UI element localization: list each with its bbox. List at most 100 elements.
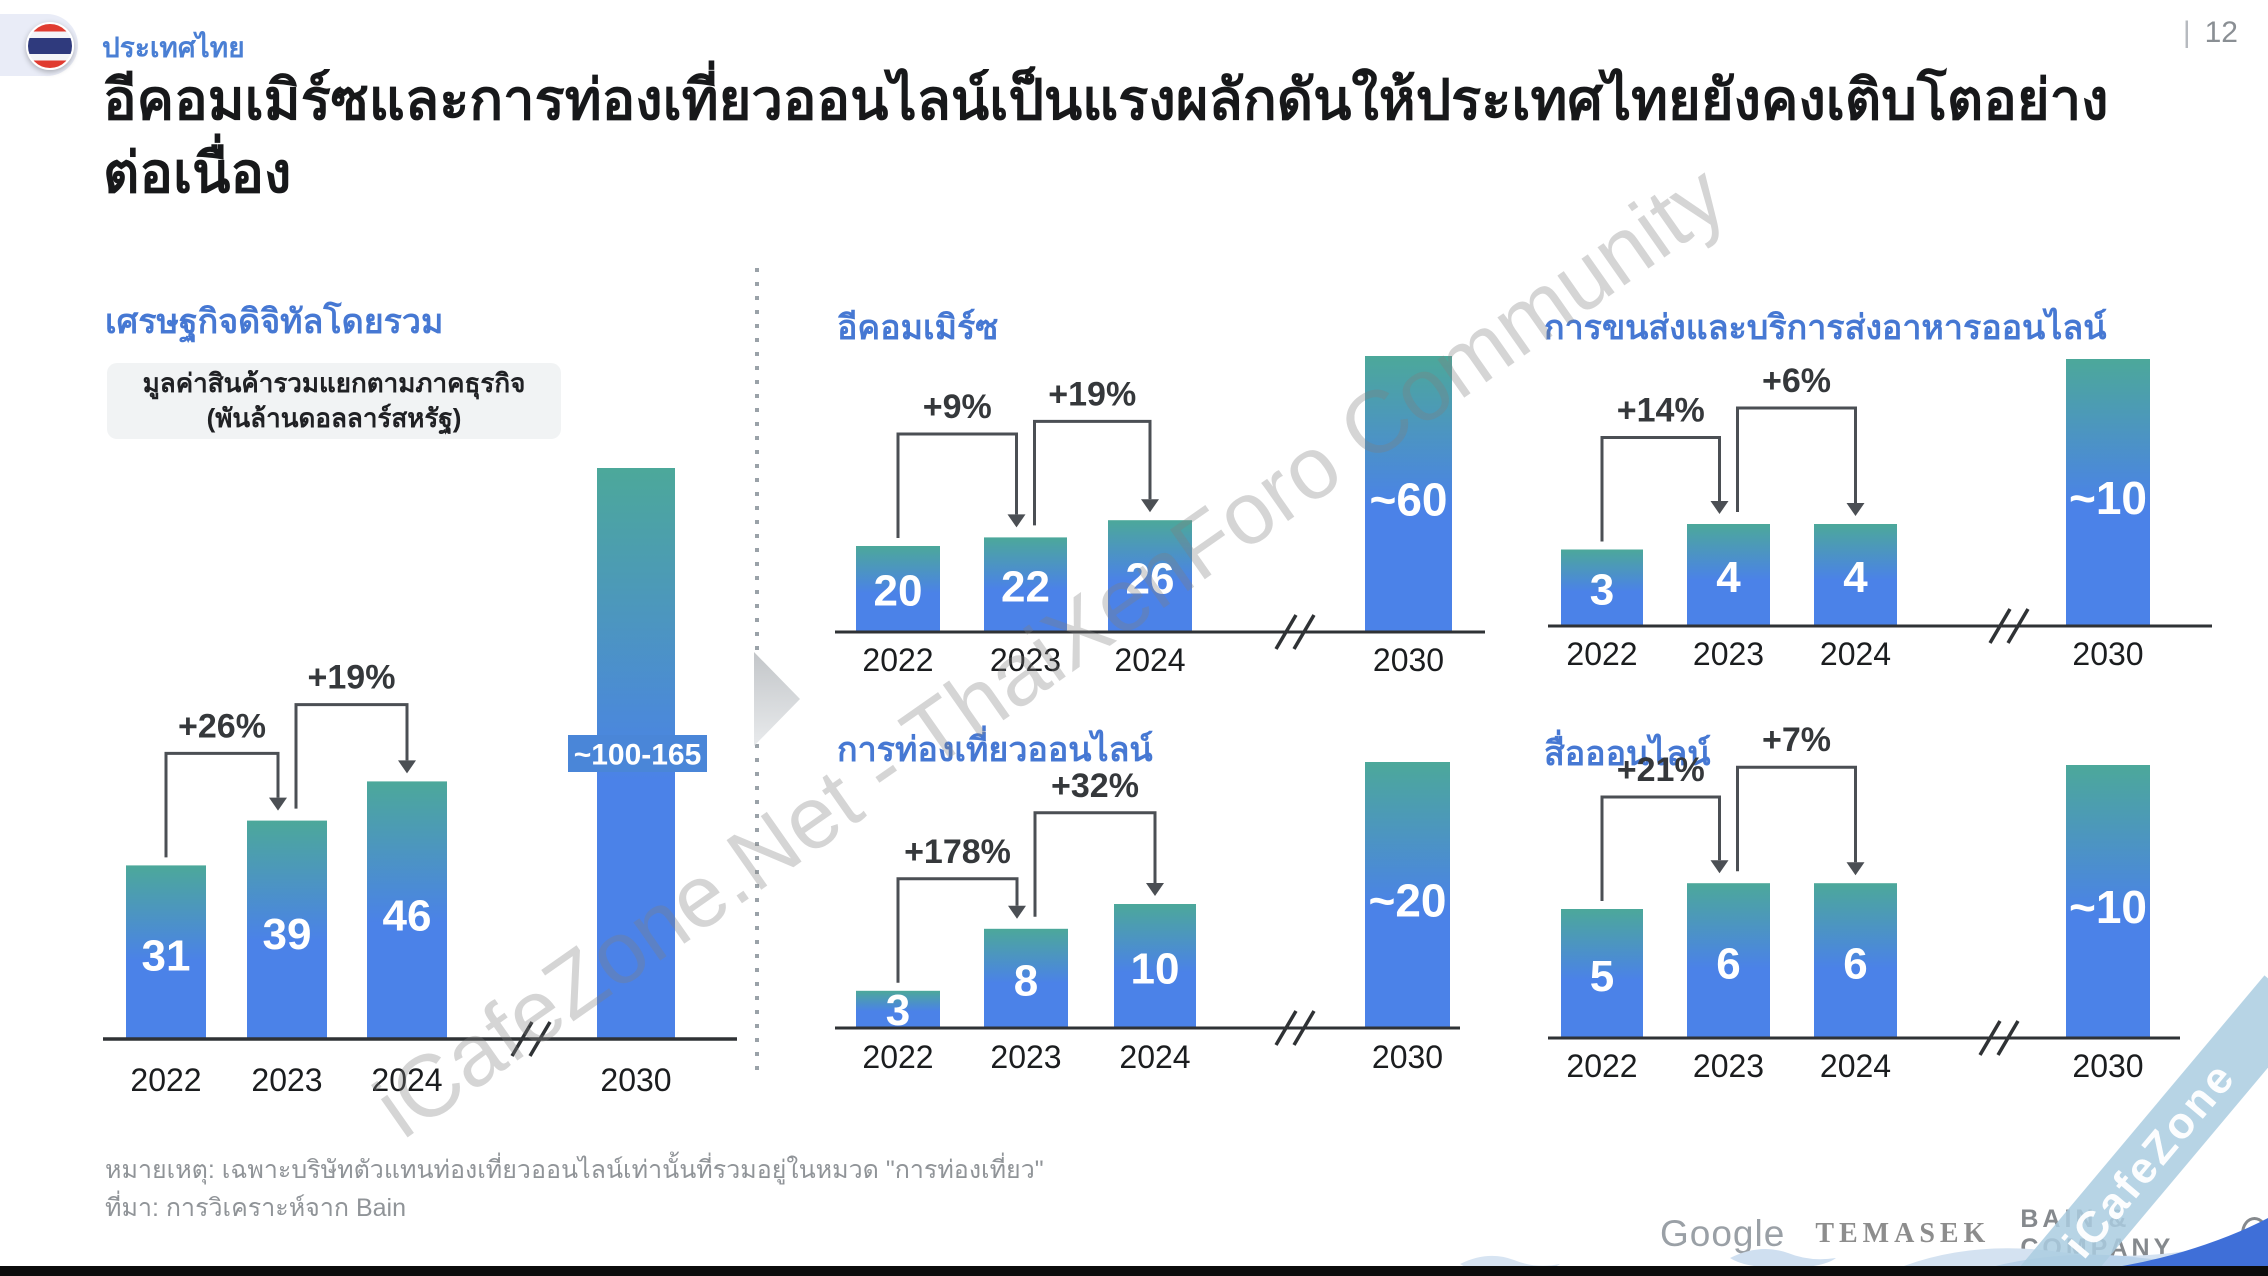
chart-transport-food-delivery: 3 2022 4 2023 4 2024 ~10 2030 +14% +6% [1548,359,2212,672]
x-axis-label: 2023 [251,1062,322,1098]
x-axis-label: 2030 [1372,1039,1443,1075]
x-axis-label: 2030 [1373,642,1444,678]
chart-title-media: สื่อออนไลน์ [1544,735,1711,773]
arrow-down-icon [269,797,287,811]
chart-digital-economy-overall: 31 2022 39 2023 46 2024 2030 ~100-165 +26% +19% [103,468,737,1098]
growth-bracket [1736,406,1857,512]
growth-label: +32% [1051,767,1139,805]
forecast-badge [568,735,707,772]
chevron-right-icon [754,652,800,746]
growth-label: +19% [308,659,396,697]
bar-value-label: 31 [142,932,191,981]
bar-2023 [247,820,327,1039]
bar-value-label: 10 [1131,944,1180,993]
chart-title-ecommerce: อีคอมเมิร์ซ [837,309,999,347]
footer-notes: หมายเหตุ: เฉพาะบริษัทตัวแทนท่องเที่ยวออน… [105,1152,1044,1227]
bar-2030 [1365,762,1450,1028]
slide-title: อีคอมเมิร์ซและการท่องเที่ยวออนไลน์เป็นแร… [103,64,2213,210]
growth-bracket [1736,765,1857,872]
x-axis-label: 2023 [990,642,1061,678]
growth-bracket [1600,436,1721,542]
growth-bracket [896,432,1018,538]
growth-label: +26% [178,707,266,745]
bar-2024 [1814,524,1897,626]
country-label: ประเทศไทย [102,32,245,63]
page-number-value: 12 [2204,16,2238,49]
axis-break-mark [1996,1020,2020,1056]
x-axis-label: 2022 [1566,636,1637,672]
bar-value-label: 39 [263,910,312,959]
bar-2024 [1108,520,1192,632]
bar-value-label: 26 [1126,554,1175,603]
x-axis-label: 2023 [990,1039,1061,1075]
arrow-down-icon [1846,862,1865,876]
growth-bracket [294,703,409,809]
footer-note: หมายเหตุ: เฉพาะบริษัทตัวแทนท่องเที่ยวออน… [105,1156,1044,1184]
bar-value-label: 8 [1014,956,1038,1005]
x-axis-label: 2030 [600,1062,671,1098]
bar-2023 [984,537,1067,632]
x-axis-label: 2024 [1119,1039,1190,1075]
growth-label: +9% [923,388,992,426]
bar-2024 [1814,883,1897,1038]
axis-break-mark [1292,614,1316,650]
bar-2030-label: ~60 [1369,474,1447,526]
x-axis-label: 2024 [371,1062,442,1098]
bar-value-label: 6 [1843,940,1867,989]
arrow-down-icon [1710,501,1729,514]
bar-value-label: 3 [1590,565,1614,614]
slide-title-line2: ต่อเนื่อง [103,140,292,204]
unit-note-line2: (พันล้านดอลลาร์สหรัฐ) [206,403,462,433]
bar-2030-label: ~20 [1368,874,1446,926]
axis-break-mark [1274,614,1298,650]
x-axis-label: 2023 [1693,1048,1764,1084]
arrow-down-icon [1146,883,1164,896]
growth-label: +19% [1048,375,1136,413]
bar-value-label: 20 [874,567,923,616]
arrow-down-icon [1007,514,1026,528]
bar-2024 [367,781,447,1039]
growth-bracket [1033,419,1152,526]
page-number: | 12 [2183,16,2238,50]
axis-break-mark [528,1021,552,1057]
growth-bracket [896,877,1019,983]
growth-label: +7% [1762,721,1831,759]
forecast-badge-label: ~100-165 [574,739,702,772]
growth-label: +14% [1617,392,1705,430]
page-number-separator: | [2182,16,2191,49]
growth-label: +21% [1617,751,1705,789]
arrow-down-icon [1008,905,1026,919]
chart-title-travel: การท่องเที่ยวออนไลน์ [837,731,1153,769]
bar-2023 [984,928,1068,1028]
unit-note-box: มูลค่าสินค้ารวมแยกตามภาคธุรกิจ (พันล้านด… [107,363,561,439]
axis-break-mark [2006,608,2030,644]
bar-2022 [1561,909,1643,1038]
chart-ecommerce: 20 2022 22 2023 26 2024 ~60 2030 +9% +19% [835,356,1485,678]
bar-value-label: 6 [1716,940,1740,989]
bar-2022 [856,546,940,632]
growth-label: +6% [1762,362,1831,400]
bar-2030-label: ~10 [2069,472,2147,524]
google-logo: Google [1660,1213,1786,1254]
x-axis-label: 2030 [2072,636,2143,672]
bar-2022 [856,990,940,1028]
bar-value-label: 5 [1590,952,1614,1001]
growth-bracket [164,751,280,858]
axis-break-mark [510,1021,534,1057]
footer-source: ที่มา: การวิเคราะห์จาก Bain [105,1193,406,1222]
bottom-black-bar [0,1266,2268,1276]
bar-2023 [1687,524,1770,626]
bar-2030 [1365,356,1452,632]
x-axis-label: 2023 [1693,636,1764,672]
bar-2030-label: ~10 [2069,881,2147,933]
bar-value-label: 22 [1001,563,1050,612]
growth-bracket [1033,811,1157,917]
x-axis-label: 2022 [862,642,933,678]
bar-value-label: 4 [1843,553,1868,602]
x-axis-label: 2024 [1820,636,1891,672]
x-axis-label: 2022 [130,1062,201,1098]
x-axis-label: 2024 [1820,1048,1891,1084]
bar-2023 [1687,883,1770,1038]
